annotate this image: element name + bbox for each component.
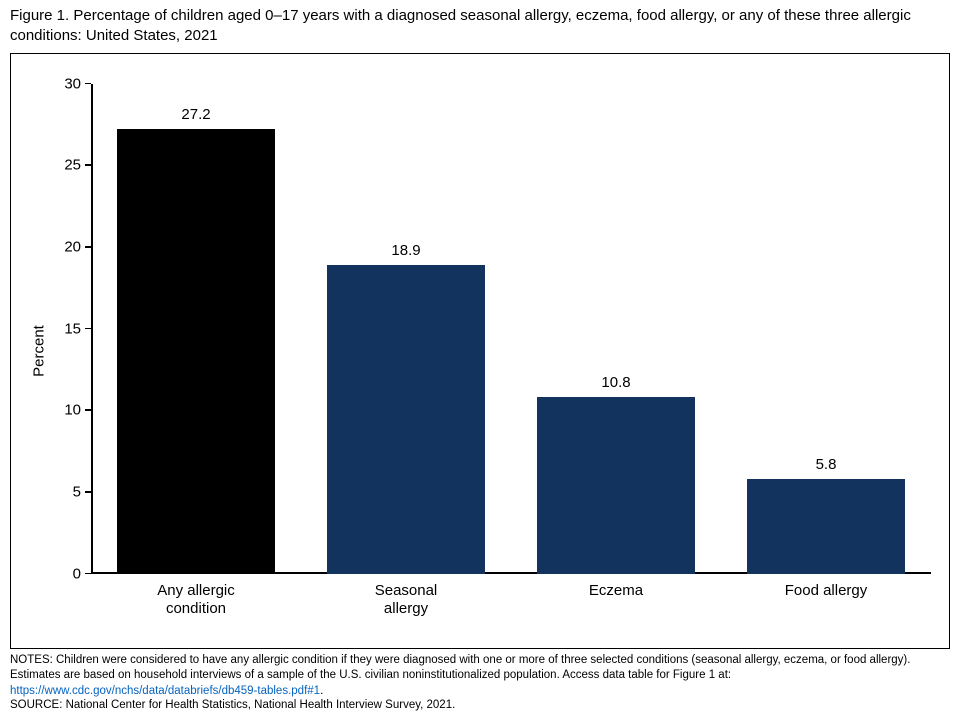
y-tick-label: 15 bbox=[64, 320, 81, 337]
y-tick-label: 10 bbox=[64, 402, 81, 419]
bar: 5.8 bbox=[747, 479, 905, 574]
y-tick bbox=[85, 491, 91, 493]
bar-value-label: 10.8 bbox=[601, 374, 630, 391]
category-label: Any allergic condition bbox=[116, 582, 276, 620]
y-tick-label: 20 bbox=[64, 238, 81, 255]
bar-value-label: 27.2 bbox=[181, 106, 210, 123]
category-label: Eczema bbox=[536, 582, 696, 601]
y-tick-label: 30 bbox=[64, 75, 81, 92]
y-tick-label: 25 bbox=[64, 157, 81, 174]
y-axis-line bbox=[91, 84, 93, 574]
figure-title: Figure 1. Percentage of children aged 0–… bbox=[0, 0, 960, 51]
figure-notes: NOTES: Children were considered to have … bbox=[0, 653, 960, 700]
y-tick bbox=[85, 246, 91, 248]
notes-suffix: . bbox=[320, 685, 323, 697]
y-tick bbox=[85, 328, 91, 330]
plot-area: 05101520253027.2Any allergic condition18… bbox=[91, 84, 931, 574]
y-tick-label: 0 bbox=[73, 565, 81, 582]
y-tick bbox=[85, 83, 91, 85]
bar: 18.9 bbox=[327, 265, 485, 574]
bar: 10.8 bbox=[537, 397, 695, 573]
category-label: Food allergy bbox=[746, 582, 906, 601]
y-tick-label: 5 bbox=[73, 483, 81, 500]
bar-value-label: 18.9 bbox=[391, 242, 420, 259]
y-axis-title: Percent bbox=[31, 325, 48, 377]
notes-link[interactable]: https://www.cdc.gov/nchs/data/databriefs… bbox=[10, 685, 320, 697]
chart-frame: Percent 05101520253027.2Any allergic con… bbox=[10, 53, 950, 649]
category-label: Seasonal allergy bbox=[326, 582, 486, 620]
bar-value-label: 5.8 bbox=[816, 456, 837, 473]
figure-source: SOURCE: National Center for Health Stati… bbox=[0, 699, 960, 711]
notes-text: NOTES: Children were considered to have … bbox=[10, 654, 910, 682]
y-tick bbox=[85, 573, 91, 575]
bar: 27.2 bbox=[117, 129, 275, 573]
y-tick bbox=[85, 164, 91, 166]
y-tick bbox=[85, 409, 91, 411]
